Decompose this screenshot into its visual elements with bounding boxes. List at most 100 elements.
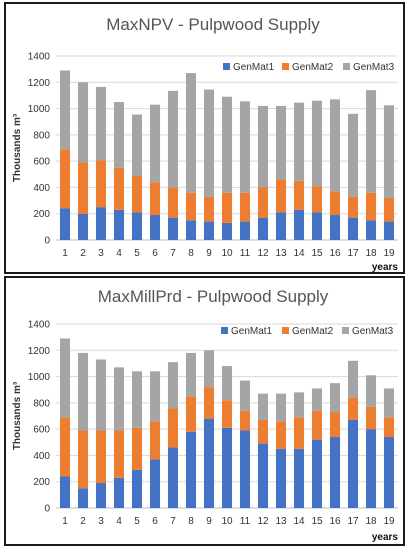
- legend-label-genmat2: GenMat2: [292, 62, 334, 73]
- x-tick-label: 3: [98, 516, 104, 527]
- bar-genmat1: [221, 427, 233, 508]
- y-tick-label: 600: [33, 157, 50, 168]
- bar-genmat2: [347, 196, 359, 218]
- bar-genmat3: [77, 352, 89, 431]
- bar-genmat1: [257, 217, 269, 240]
- x-tick-label: 17: [347, 516, 359, 527]
- bar-genmat3: [185, 352, 197, 397]
- legend-swatch-genmat3: [342, 327, 349, 334]
- bar-genmat3: [347, 113, 359, 197]
- bar-genmat3: [113, 367, 125, 431]
- bar-genmat2: [257, 187, 269, 218]
- bar-genmat1: [383, 221, 395, 240]
- bar-genmat2: [59, 417, 71, 477]
- y-tick-label: 1400: [28, 320, 51, 331]
- bar-genmat1: [239, 430, 251, 508]
- x-tick-label: 14: [293, 248, 305, 259]
- y-axis-label: Thousands m³: [12, 113, 23, 182]
- x-tick-label: 7: [170, 516, 176, 527]
- x-tick-label: 9: [206, 516, 212, 527]
- x-axis-label: years: [372, 532, 399, 543]
- y-tick-label: 200: [33, 209, 50, 220]
- bar-genmat3: [347, 360, 359, 398]
- bar-genmat1: [275, 448, 287, 508]
- bar-genmat1: [149, 215, 161, 240]
- x-tick-label: 8: [188, 516, 194, 527]
- legend-label-genmat1: GenMat1: [231, 326, 273, 337]
- bar-genmat2: [131, 175, 143, 213]
- bar-genmat3: [203, 89, 215, 197]
- y-tick-label: 200: [33, 477, 50, 488]
- x-tick-label: 13: [275, 516, 287, 527]
- bar-genmat2: [149, 421, 161, 460]
- bar-genmat3: [203, 350, 215, 388]
- x-tick-label: 13: [275, 248, 287, 259]
- bar-genmat2: [77, 430, 89, 489]
- bar-genmat3: [59, 70, 71, 150]
- x-tick-label: 10: [221, 248, 233, 259]
- y-tick-label: 0: [44, 504, 50, 515]
- bar-genmat3: [329, 99, 341, 192]
- x-tick-label: 8: [188, 248, 194, 259]
- x-tick-label: 16: [329, 248, 341, 259]
- legend-label-genmat3: GenMat3: [352, 326, 394, 337]
- bar-genmat3: [131, 114, 143, 176]
- y-tick-label: 1400: [28, 52, 51, 63]
- bar-genmat3: [149, 104, 161, 183]
- bar-genmat2: [239, 410, 251, 431]
- y-tick-label: 400: [33, 451, 50, 462]
- bar-genmat1: [329, 437, 341, 508]
- bar-genmat1: [59, 208, 71, 240]
- bar-genmat3: [239, 101, 251, 193]
- x-tick-label: 14: [293, 516, 305, 527]
- bar-genmat2: [239, 192, 251, 222]
- y-tick-label: 1000: [28, 104, 51, 115]
- bar-genmat3: [329, 383, 341, 413]
- bar-genmat3: [257, 105, 269, 188]
- bar-genmat3: [221, 96, 233, 193]
- bar-genmat2: [311, 410, 323, 440]
- bar-genmat2: [365, 192, 377, 221]
- x-tick-label: 7: [170, 248, 176, 259]
- bar-genmat1: [365, 220, 377, 240]
- chart-maxmillprd: MaxMillPrd - Pulpwood Supply 0 200 400 600 80…: [12, 287, 399, 543]
- x-tick-label: 5: [134, 516, 140, 527]
- bar-genmat2: [383, 417, 395, 438]
- bar-genmat1: [167, 447, 179, 508]
- x-tick-label: 12: [257, 516, 269, 527]
- bar-genmat2: [365, 406, 377, 430]
- bar-genmat1: [365, 429, 377, 508]
- bar-genmat3: [275, 393, 287, 422]
- x-tick-label: 18: [365, 516, 377, 527]
- bar-genmat3: [365, 90, 377, 193]
- bar-genmat1: [149, 459, 161, 508]
- bar-genmat3: [293, 102, 305, 181]
- bar-genmat3: [95, 359, 107, 431]
- bar-genmat2: [167, 408, 179, 448]
- bar-genmat1: [77, 213, 89, 240]
- bar-genmat2: [257, 419, 269, 444]
- x-tick-label: 10: [221, 516, 233, 527]
- bar-genmat1: [221, 222, 233, 240]
- bar-genmat2: [329, 191, 341, 216]
- x-tick-label: 2: [80, 248, 86, 259]
- bar-genmat2: [293, 180, 305, 210]
- bar-genmat3: [131, 371, 143, 428]
- bar-genmat2: [275, 421, 287, 449]
- x-tick-label: 19: [383, 248, 395, 259]
- bar-genmat2: [59, 149, 71, 209]
- y-tick-label: 400: [33, 183, 50, 194]
- x-tick-label: 15: [311, 516, 323, 527]
- bar-genmat2: [167, 187, 179, 218]
- bar-genmat2: [203, 387, 215, 419]
- bar-genmat1: [293, 448, 305, 508]
- bar-genmat3: [311, 100, 323, 187]
- legend-label-genmat1: GenMat1: [233, 62, 275, 73]
- bar-genmat3: [167, 362, 179, 409]
- x-tick-label: 16: [329, 516, 341, 527]
- bar-genmat3: [365, 375, 377, 407]
- bar-genmat1: [95, 483, 107, 508]
- bar-genmat3: [167, 90, 179, 188]
- x-tick-label: 4: [116, 516, 122, 527]
- x-tick-label: 3: [98, 248, 104, 259]
